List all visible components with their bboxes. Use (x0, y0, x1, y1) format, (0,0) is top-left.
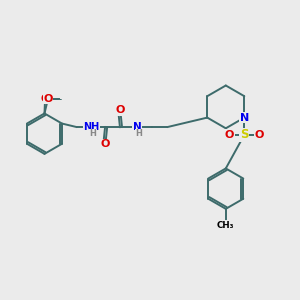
Text: NH: NH (84, 122, 100, 132)
Text: O: O (225, 130, 234, 140)
Text: O: O (116, 105, 125, 115)
Text: O: O (101, 140, 110, 149)
Text: H: H (135, 129, 142, 138)
Text: N: N (240, 112, 249, 123)
Text: O: O (40, 94, 50, 103)
Text: H: H (89, 129, 96, 138)
Text: methoxy: methoxy (60, 98, 66, 99)
Text: O: O (254, 130, 264, 140)
Text: O: O (44, 94, 53, 103)
Text: CH₃: CH₃ (217, 221, 235, 230)
Text: S: S (240, 128, 249, 141)
Text: N: N (133, 122, 142, 132)
